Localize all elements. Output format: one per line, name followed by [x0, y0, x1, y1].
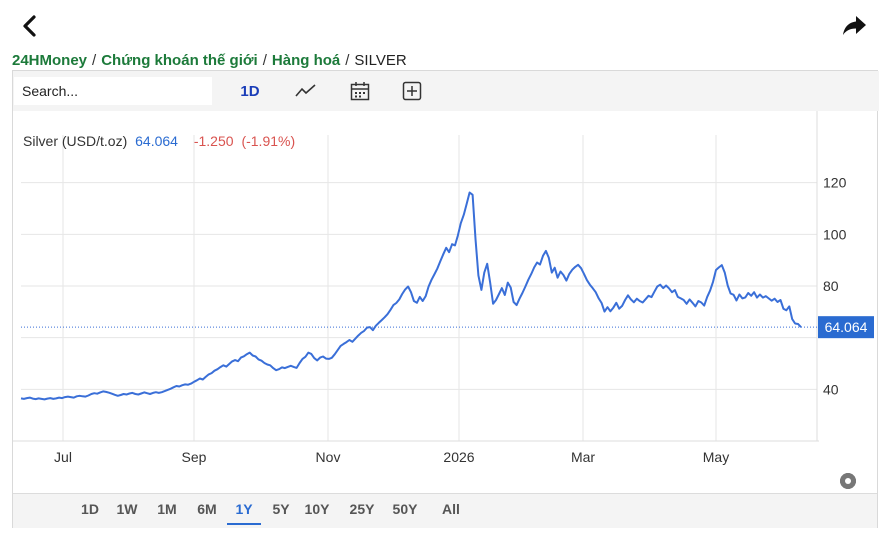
- add-square-icon: [402, 81, 422, 101]
- back-button[interactable]: [16, 12, 44, 40]
- range-button-6m[interactable]: 6M: [197, 501, 217, 517]
- line-chart-icon: [295, 84, 316, 97]
- breadcrumb: 24HMoney / Chứng khoán thế giới / Hàng hoá / S…: [12, 52, 407, 69]
- interval-button[interactable]: 1D: [240, 82, 260, 100]
- current-price: 64.064: [135, 133, 178, 149]
- instrument-name: Silver (USD/t.oz): [23, 133, 128, 149]
- breadcrumb-link-home[interactable]: 24HMoney: [12, 52, 88, 69]
- breadcrumb-separator: /: [345, 52, 350, 69]
- price-chart[interactable]: Jul Sep Nov 2026 Mar May 40 80 100 120 64.064: [13, 111, 879, 493]
- chevron-left-icon: [23, 15, 36, 37]
- y-tick-label: 100: [823, 226, 847, 242]
- range-button-1y[interactable]: 1Y: [227, 501, 261, 525]
- chart-toolbar: 1D: [13, 71, 879, 111]
- range-selector: 1D 1W 1M 6M 1Y 5Y 10Y 25Y 50Y All: [13, 493, 877, 528]
- range-button-10y[interactable]: 10Y: [304, 501, 330, 517]
- x-tick-label: May: [703, 449, 729, 465]
- last-value-badge: [818, 316, 874, 339]
- date-range-button[interactable]: [343, 77, 377, 105]
- range-button-all[interactable]: All: [442, 501, 460, 517]
- gear-icon[interactable]: [839, 472, 857, 490]
- breadcrumb-current: SILVER: [354, 52, 407, 69]
- x-tick-label: Jul: [54, 449, 72, 465]
- x-tick-label: Sep: [182, 449, 207, 465]
- range-button-1d[interactable]: 1D: [81, 501, 99, 517]
- search-input[interactable]: [14, 77, 212, 105]
- chart-type-button[interactable]: [289, 77, 323, 105]
- range-button-25y[interactable]: 25Y: [349, 501, 375, 517]
- range-button-50y[interactable]: 50Y: [392, 501, 418, 517]
- x-tick-label: 2026: [443, 449, 474, 465]
- breadcrumb-link-world-stocks[interactable]: Chứng khoán thế giới: [101, 52, 258, 69]
- y-tick-label: 120: [823, 175, 847, 191]
- chart-area[interactable]: Jul Sep Nov 2026 Mar May 40 80 100 120 64.064 Silv…: [13, 111, 879, 493]
- series-line: [20, 191, 802, 401]
- calendar-icon: [350, 82, 370, 101]
- y-tick-label: 40: [823, 381, 839, 397]
- range-button-1w[interactable]: 1W: [116, 501, 138, 517]
- add-indicator-button[interactable]: [395, 77, 429, 105]
- breadcrumb-separator: /: [262, 52, 267, 69]
- share-arrow-icon: [843, 16, 866, 35]
- price-change: -1.250: [193, 133, 234, 149]
- price-change-percent: (-1.91%): [241, 133, 296, 149]
- range-button-5y[interactable]: 5Y: [272, 501, 290, 517]
- quote-info: Silver (USD/t.oz) 64.064 -1.250 (-1.91%): [23, 133, 295, 149]
- breadcrumb-separator: /: [92, 52, 97, 69]
- x-tick-label: Nov: [316, 449, 341, 465]
- y-tick-label: 80: [823, 278, 839, 294]
- x-tick-label: Mar: [571, 449, 595, 465]
- last-value-label: 64.064: [825, 319, 868, 335]
- share-button[interactable]: [840, 12, 868, 40]
- breadcrumb-link-commodities[interactable]: Hàng hoá: [271, 52, 341, 69]
- top-bar: [0, 0, 886, 50]
- range-button-1m[interactable]: 1M: [157, 501, 177, 517]
